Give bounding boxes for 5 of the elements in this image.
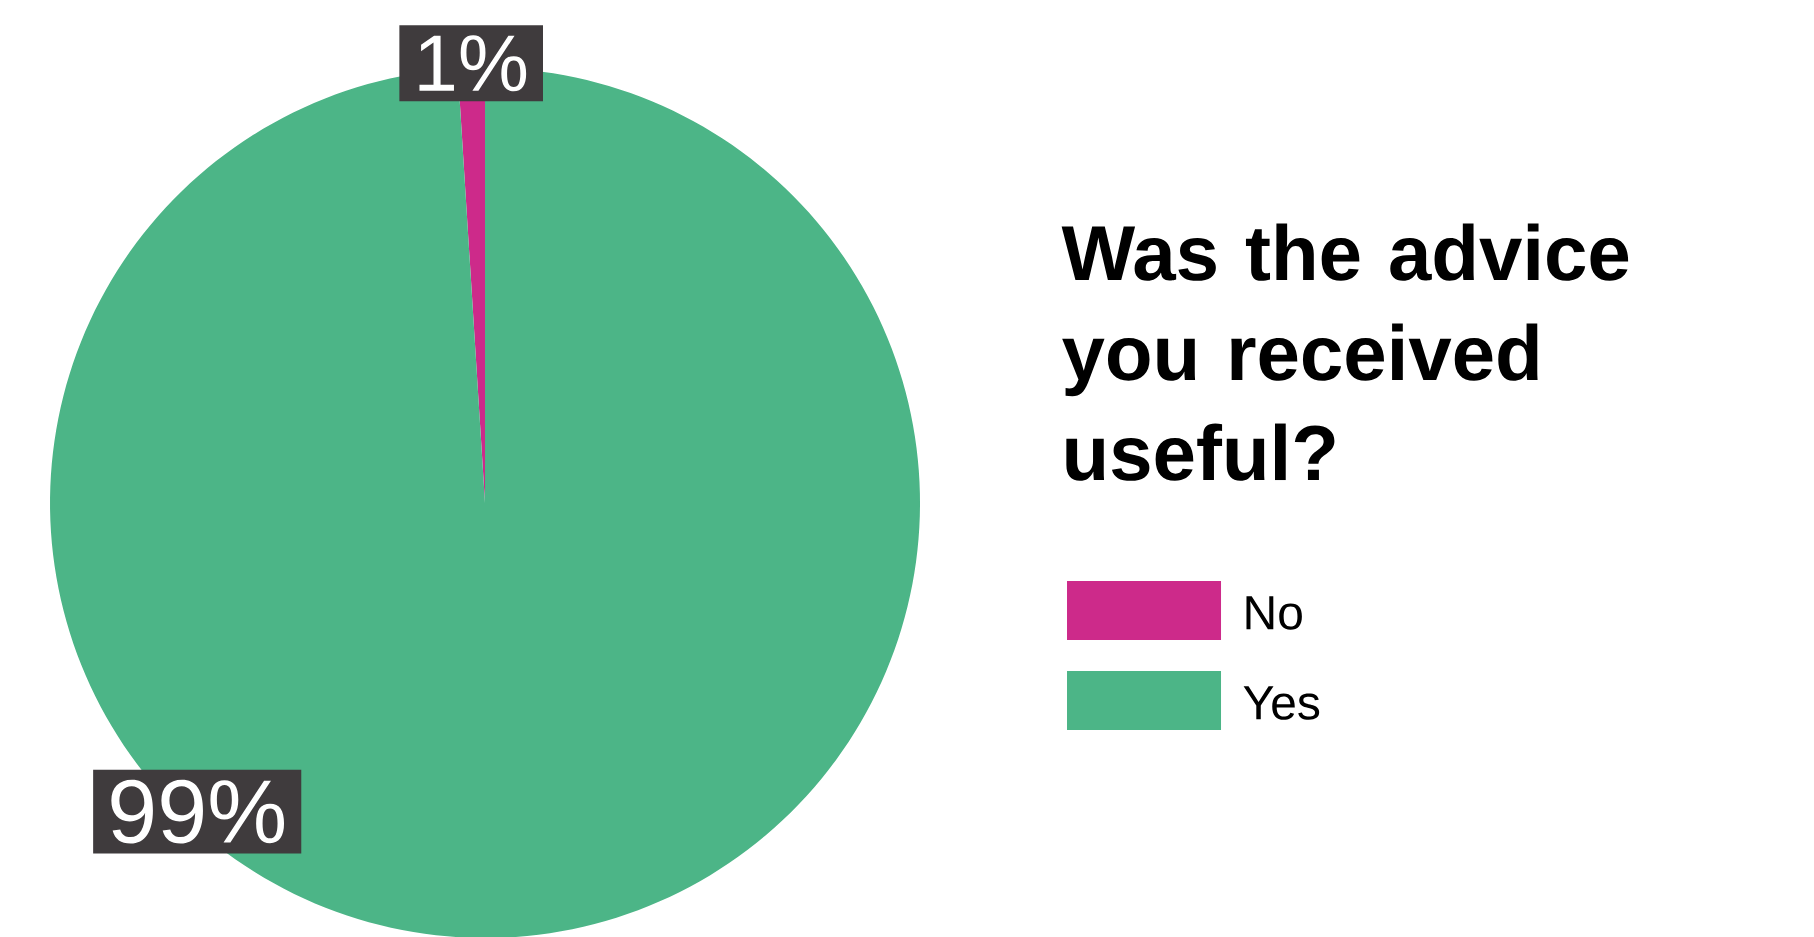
data-label: 99% (111, 779, 285, 844)
text: Was the advice you received useful? (1061, 223, 1629, 481)
data-label: 1% (419, 35, 527, 92)
legend-label: Yes (1243, 686, 1320, 720)
legend-label: No (1246, 596, 1302, 630)
